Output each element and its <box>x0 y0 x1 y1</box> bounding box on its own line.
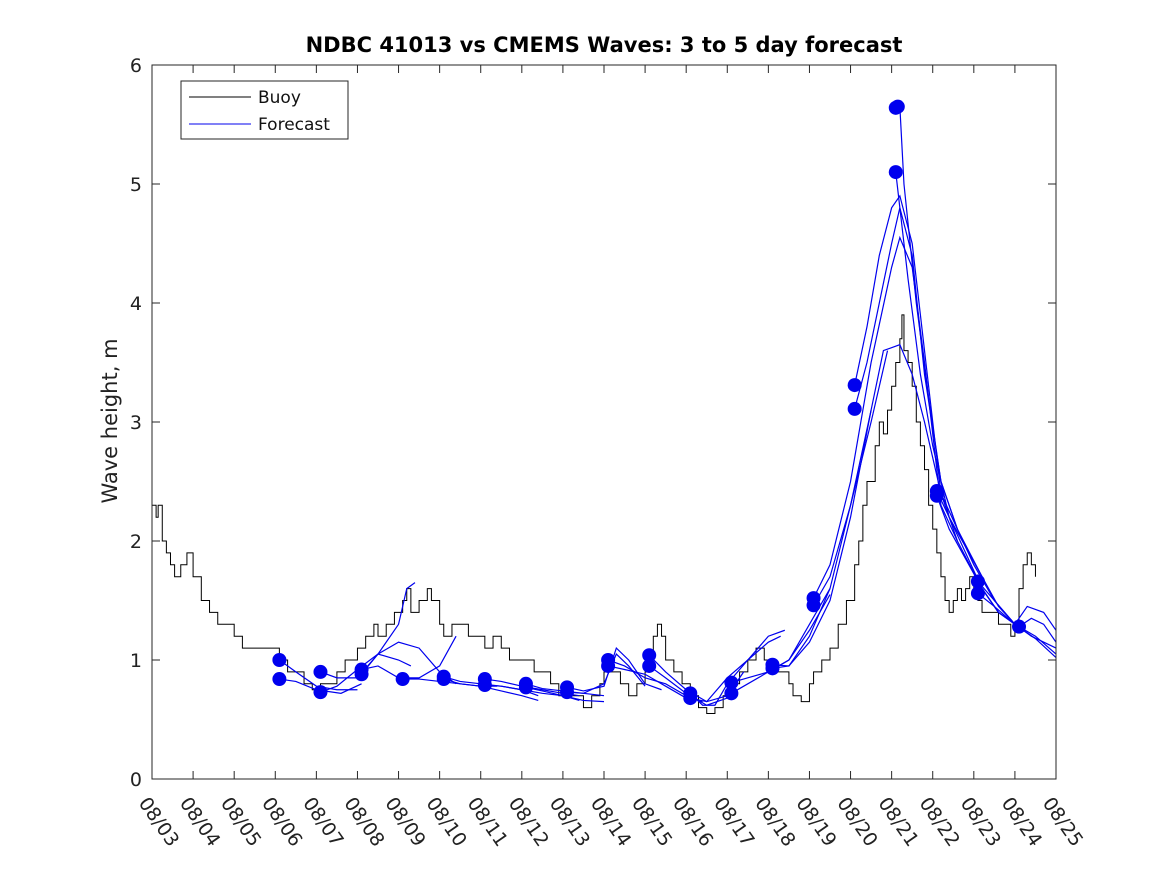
buoy-line <box>152 314 1036 715</box>
y-tick-label-6: 6 <box>130 55 142 77</box>
y-tick-label-3: 3 <box>130 412 142 434</box>
forecast-marker-6 <box>395 672 410 687</box>
forecast-line-20 <box>690 635 781 703</box>
forecast-line-8 <box>443 678 539 702</box>
legend-box <box>180 80 349 140</box>
forecast-marker-29 <box>888 165 903 180</box>
legend-buoy-label: Buoy <box>258 88 301 108</box>
forecast-line-35 <box>1018 617 1056 643</box>
x-tick-label-9: 08/12 <box>504 793 553 850</box>
forecast-marker-24 <box>765 661 780 676</box>
forecast-line-13 <box>566 647 662 692</box>
legend: Buoy Forecast <box>180 80 349 140</box>
forecast-line-16 <box>607 665 687 699</box>
legend-forecast-label: Forecast <box>258 115 330 135</box>
forecast-marker-20 <box>683 691 698 706</box>
forecast-line-28 <box>854 207 983 577</box>
x-tick-label-4: 08/07 <box>298 793 347 850</box>
forecast-marker-33 <box>929 488 944 503</box>
x-tick-label-3: 08/06 <box>257 793 306 850</box>
forecast-marker-5 <box>354 667 369 682</box>
forecast-marker-28 <box>847 401 862 416</box>
x-tick-label-21: 08/24 <box>997 793 1046 850</box>
y-tick-label-0: 0 <box>130 769 142 791</box>
chart-title: NDBC 41013 vs CMEMS Waves: 3 to 5 day fo… <box>306 33 903 57</box>
forecast-marker-18 <box>642 658 657 673</box>
y-axis-title: Wave height, m <box>98 338 122 503</box>
forecast-line-24 <box>772 409 872 669</box>
forecast-line-23 <box>772 350 889 667</box>
forecast-marker-3 <box>313 685 328 700</box>
forecast-marker-2 <box>313 664 328 679</box>
x-tick-label-7: 08/10 <box>422 793 471 850</box>
x-tick-label-19: 08/22 <box>915 793 964 850</box>
x-tick-label-12: 08/15 <box>627 793 676 850</box>
x-tick-label-14: 08/17 <box>709 793 758 850</box>
forecast-line-2 <box>320 582 416 679</box>
forecast-line-32 <box>936 495 1056 649</box>
forecast-marker-14 <box>560 685 575 700</box>
forecast-line-3 <box>320 653 412 693</box>
forecast-line-26 <box>813 343 958 606</box>
x-tick-label-6: 08/09 <box>380 793 429 850</box>
x-tick-label-16: 08/19 <box>791 793 840 850</box>
forecast-marker-21 <box>724 675 739 690</box>
forecast-line-31 <box>936 490 1056 631</box>
x-tick-label-1: 08/04 <box>175 793 224 850</box>
forecast-marker-1 <box>272 672 287 687</box>
x-tick-label-8: 08/11 <box>463 793 512 850</box>
forecast-marker-22 <box>724 686 739 701</box>
forecast-marker-26 <box>806 598 821 613</box>
x-tick-label-20: 08/23 <box>956 793 1005 850</box>
x-tick-label-10: 08/13 <box>545 793 594 850</box>
forecast-marker-36 <box>1012 619 1027 634</box>
y-tick-label-4: 4 <box>130 293 142 315</box>
x-tick-label-5: 08/08 <box>339 793 388 850</box>
forecast-line-29 <box>895 172 1016 625</box>
forecast-marker-10 <box>477 677 492 692</box>
forecast-marker-16 <box>601 658 616 673</box>
y-tick-label-5: 5 <box>130 174 142 196</box>
forecast-line-0 <box>279 659 358 691</box>
forecast-line-25 <box>813 235 958 599</box>
x-tick-label-22: 08/25 <box>1038 793 1087 850</box>
forecast-marker-27 <box>847 378 862 393</box>
forecast-marker-12 <box>518 680 533 695</box>
x-tick-label-17: 08/20 <box>832 793 881 850</box>
forecast-marker-0 <box>272 653 287 667</box>
x-tick-label-0: 08/03 <box>134 793 183 850</box>
forecast-line-27 <box>854 194 999 613</box>
forecast-marker-35 <box>970 586 985 601</box>
x-tick-label-13: 08/16 <box>668 793 717 850</box>
x-tick-label-2: 08/05 <box>216 793 265 850</box>
x-tick-label-15: 08/18 <box>750 793 799 850</box>
y-tick-label-1: 1 <box>130 650 142 672</box>
forecast-marker-31 <box>890 99 905 114</box>
x-tick-label-18: 08/21 <box>874 793 923 850</box>
x-tick-label-11: 08/14 <box>586 793 635 850</box>
y-tick-label-2: 2 <box>130 531 142 553</box>
forecast-line-30 <box>895 105 1016 625</box>
forecast-marker-17 <box>642 648 657 663</box>
forecast-marker-8 <box>436 672 451 687</box>
forecast-marker-34 <box>970 574 985 589</box>
